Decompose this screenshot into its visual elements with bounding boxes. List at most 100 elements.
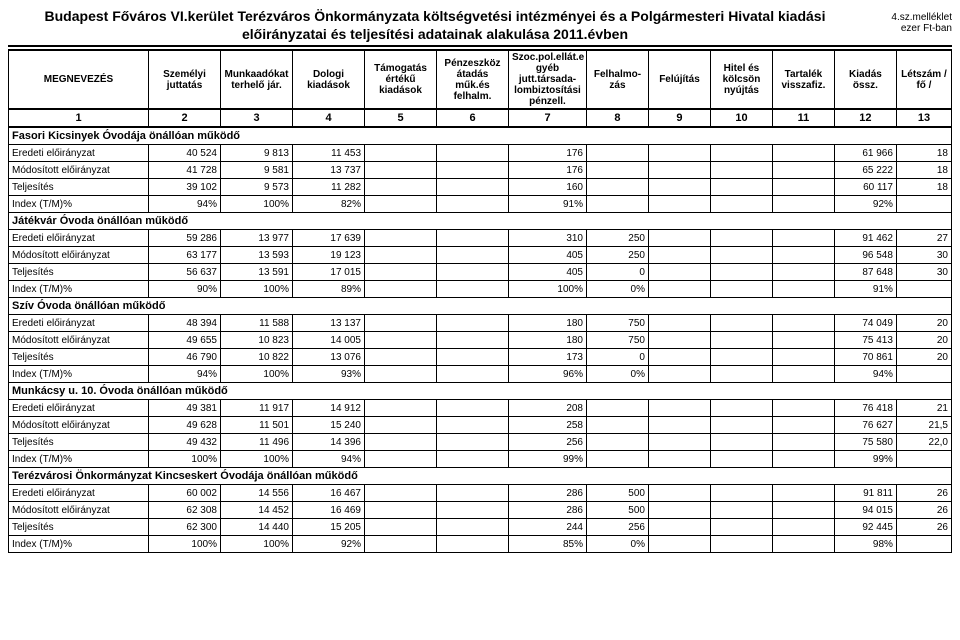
cell <box>437 264 509 281</box>
cell <box>365 196 437 213</box>
cell <box>437 162 509 179</box>
table-row: Eredeti előirányzat60 00214 55616 467286… <box>9 485 952 502</box>
cell: 60 117 <box>834 179 896 196</box>
cell: 13 737 <box>293 162 365 179</box>
cell: 60 002 <box>149 485 221 502</box>
cell: 405 <box>509 264 587 281</box>
cell: 10 822 <box>221 349 293 366</box>
cell <box>772 400 834 417</box>
cell <box>648 366 710 383</box>
cell: 0% <box>587 281 649 298</box>
title-line-1: Budapest Főváros VI.kerület Terézváros Ö… <box>8 8 862 26</box>
table-row: Eredeti előirányzat49 38111 91714 912208… <box>9 400 952 417</box>
table-row: Eredeti előirányzat40 5249 81311 4531766… <box>9 145 952 162</box>
cell <box>896 451 951 468</box>
cell: 14 005 <box>293 332 365 349</box>
cell <box>648 196 710 213</box>
section-row: Fasori Kicsinyek Óvodája önállóan működő <box>9 127 952 145</box>
cell <box>710 230 772 247</box>
annex-area: 4.sz.melléklet ezer Ft-ban <box>862 8 952 43</box>
cell: 18 <box>896 145 951 162</box>
cell: 14 396 <box>293 434 365 451</box>
cell <box>365 400 437 417</box>
cell: 94% <box>149 366 221 383</box>
table-body: 12345678910111213Fasori Kicsinyek Óvodáj… <box>9 109 952 553</box>
row-label: Index (T/M)% <box>9 536 149 553</box>
column-number: 5 <box>365 109 437 127</box>
cell <box>648 179 710 196</box>
cell: 100% <box>221 366 293 383</box>
cell <box>587 179 649 196</box>
cell <box>648 162 710 179</box>
table-row: Teljesítés49 43211 49614 39625675 58022,… <box>9 434 952 451</box>
row-label: Eredeti előirányzat <box>9 145 149 162</box>
cell <box>437 247 509 264</box>
cell: 94 015 <box>834 502 896 519</box>
cell <box>437 485 509 502</box>
cell <box>365 349 437 366</box>
title-area: Budapest Főváros VI.kerület Terézváros Ö… <box>8 8 862 43</box>
cell <box>772 315 834 332</box>
cell <box>365 332 437 349</box>
column-header: Tartalék visszafiz. <box>772 50 834 109</box>
cell <box>648 230 710 247</box>
section-row: Terézvárosi Önkormányzat Kincseskert Óvo… <box>9 468 952 485</box>
cell <box>587 400 649 417</box>
cell: 62 308 <box>149 502 221 519</box>
cell <box>648 145 710 162</box>
row-label: Eredeti előirányzat <box>9 485 149 502</box>
row-label: Eredeti előirányzat <box>9 400 149 417</box>
cell: 100% <box>149 451 221 468</box>
cell: 41 728 <box>149 162 221 179</box>
cell: 20 <box>896 315 951 332</box>
cell: 90% <box>149 281 221 298</box>
table-row: Eredeti előirányzat48 39411 58813 137180… <box>9 315 952 332</box>
cell: 59 286 <box>149 230 221 247</box>
table-row: Módosított előirányzat63 17713 59319 123… <box>9 247 952 264</box>
table-header: MEGNEVEZÉSSzemélyi juttatásMunkaadókat t… <box>9 50 952 109</box>
cell <box>710 519 772 536</box>
cell: 17 015 <box>293 264 365 281</box>
row-label: Módosított előirányzat <box>9 162 149 179</box>
cell <box>648 502 710 519</box>
cell <box>587 196 649 213</box>
cell <box>365 502 437 519</box>
cell: 20 <box>896 332 951 349</box>
cell <box>772 264 834 281</box>
table-row: Index (T/M)%90%100%89%100%0%91% <box>9 281 952 298</box>
cell: 244 <box>509 519 587 536</box>
cell: 100% <box>221 281 293 298</box>
cell <box>648 434 710 451</box>
column-header: Pénzeszköz átadás műk.és felhalm. <box>437 50 509 109</box>
cell: 100% <box>221 451 293 468</box>
section-row: Szív Óvoda önállóan működő <box>9 298 952 315</box>
cell <box>710 366 772 383</box>
cell <box>437 349 509 366</box>
cell <box>437 417 509 434</box>
cell <box>710 247 772 264</box>
cell <box>772 179 834 196</box>
page-header: Budapest Főváros VI.kerület Terézváros Ö… <box>8 8 952 47</box>
cell: 100% <box>221 536 293 553</box>
cell: 62 300 <box>149 519 221 536</box>
column-header: Támogatás értékű kiadások <box>365 50 437 109</box>
table-row: Index (T/M)%100%100%92%85%0%98% <box>9 536 952 553</box>
column-number: 1 <box>9 109 149 127</box>
cell <box>437 519 509 536</box>
cell <box>437 536 509 553</box>
cell <box>587 145 649 162</box>
cell <box>437 281 509 298</box>
cell: 56 637 <box>149 264 221 281</box>
title-line-2: előirányzatai és teljesítési adatainak a… <box>8 26 862 44</box>
row-label: Teljesítés <box>9 349 149 366</box>
cell <box>365 281 437 298</box>
cell: 26 <box>896 519 951 536</box>
cell: 75 580 <box>834 434 896 451</box>
cell: 180 <box>509 315 587 332</box>
cell: 89% <box>293 281 365 298</box>
table-row: Módosított előirányzat49 62811 50115 240… <box>9 417 952 434</box>
cell: 76 627 <box>834 417 896 434</box>
cell <box>710 315 772 332</box>
cell: 92% <box>834 196 896 213</box>
column-number: 6 <box>437 109 509 127</box>
